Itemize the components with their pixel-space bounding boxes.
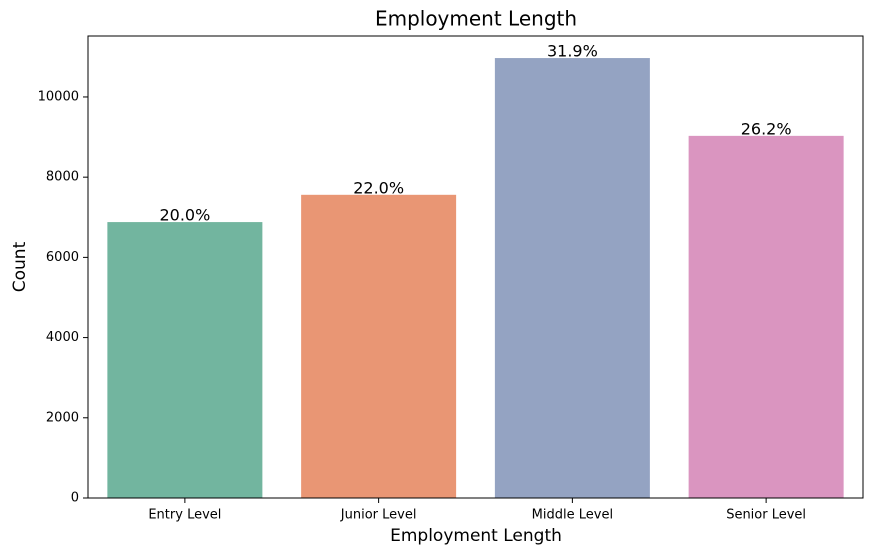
y-tick-label: 2000	[46, 410, 79, 425]
y-tick-label: 0	[71, 491, 79, 506]
bar-annotation: 20.0%	[159, 206, 210, 225]
x-tick-label: Entry Level	[148, 508, 221, 523]
bar	[494, 58, 650, 499]
bar	[107, 222, 263, 499]
y-tick-label: 4000	[46, 330, 79, 345]
y-tick-label: 6000	[46, 250, 79, 265]
plot-frame	[87, 35, 864, 499]
bar-annotation: 26.2%	[741, 119, 792, 138]
bar-annotation: 22.0%	[353, 178, 404, 197]
x-axis-label: Employment Length	[390, 526, 562, 546]
y-axis-label: Count	[10, 241, 30, 292]
y-tick-label: 10000	[38, 89, 79, 104]
bar-annotation: 31.9%	[547, 42, 598, 61]
chart-title: Employment Length	[375, 7, 577, 31]
x-tick-label: Senior Level	[726, 508, 806, 523]
y-tick-label: 8000	[46, 170, 79, 185]
bar	[688, 135, 844, 498]
x-tick-label: Junior Level	[340, 508, 417, 523]
x-tick-label: Middle Level	[532, 508, 613, 523]
bar	[301, 194, 457, 498]
